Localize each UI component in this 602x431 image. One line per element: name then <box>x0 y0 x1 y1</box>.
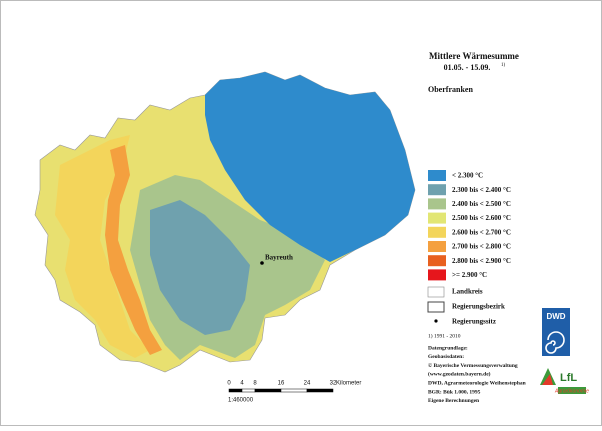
landkreis-swatch <box>427 286 445 298</box>
city-marker <box>260 261 264 265</box>
legend-swatch <box>428 255 446 267</box>
legend-label: 2.600 bis < 2.700 °C <box>452 228 511 236</box>
scale-ratio: 1:460000 <box>228 398 254 404</box>
lfl-leaf <box>542 374 553 385</box>
city-label: Bayreuth <box>265 254 293 262</box>
source-line: BGR: Bük 1.000, 1995 <box>428 389 481 395</box>
legend-label: 2.300 bis < 2.400 °C <box>452 186 511 194</box>
legend-label: 2.800 bis < 2.900 °C <box>452 257 511 265</box>
boundary-legend: Landkreis Regierungsbezirk Regierungssit… <box>427 286 505 326</box>
legend-swatch <box>428 212 446 224</box>
source-line: DWD, Agrarmeteorologie Weihenstephan <box>428 380 526 386</box>
sitz-swatch <box>434 319 438 323</box>
lfl-sub: Agrarökonomie <box>554 388 589 394</box>
hot-zone <box>105 145 162 355</box>
legend-label: 2.400 bis < 2.500 °C <box>452 200 511 208</box>
legend-swatch <box>428 226 446 238</box>
legend-swatch <box>428 241 446 252</box>
source-line: Geobasisdaten: <box>428 354 464 360</box>
map-title: Mittlere Wärmesumme <box>429 51 519 61</box>
sources: Datengrundlage: Geobasisdaten: © Bayerisch… <box>428 345 526 404</box>
footnote: 1) 1991 - 2010 <box>428 332 461 339</box>
legend-swatch <box>428 170 446 181</box>
scale-segment <box>254 388 282 393</box>
map: Bayreuth <box>34 71 416 373</box>
source-line: © Bayerische Vermessungsverwaltung <box>428 362 518 369</box>
legend-label: >= 2.900 °C <box>452 271 487 279</box>
dwd-text: DWD <box>546 312 565 321</box>
scale-tick-label: 32 <box>330 381 337 387</box>
scale-tick-label: 8 <box>253 381 257 387</box>
map-subtitle: 01.05. - 15.09. <box>444 63 491 72</box>
legend-swatch <box>428 198 446 210</box>
lfl-logo: LfL Agrarökonomie <box>540 368 589 394</box>
dwd-logo: DWD <box>542 308 570 356</box>
region-label: Oberfranken <box>428 85 473 94</box>
source-line: (www.geodaten.bayern.de) <box>428 371 491 378</box>
legend-label: 2.700 bis < 2.800 °C <box>452 243 511 251</box>
legend-label: 2.500 bis < 2.600 °C <box>452 214 511 222</box>
scale-segment <box>306 388 334 393</box>
scale-tick-label: 24 <box>304 381 311 387</box>
scale-unit: Kilometer <box>336 381 361 387</box>
scale-segment <box>241 388 256 393</box>
boundary-label: Landkreis <box>452 288 483 296</box>
dwd-swirl <box>545 331 565 354</box>
legend-swatch <box>428 269 446 281</box>
scale-segment <box>228 388 243 393</box>
bezirk-swatch <box>427 301 445 313</box>
scale-tick-label: 16 <box>278 381 285 387</box>
scale-tick-label: 0 <box>227 381 231 387</box>
lfl-leaf <box>540 368 556 385</box>
scale-segment <box>280 388 308 393</box>
warm-zone <box>55 135 150 358</box>
legend-label: < 2.300 °C <box>452 172 483 180</box>
legend-swatch <box>428 184 446 196</box>
source-line: Datengrundlage: <box>428 345 468 351</box>
subtitle-note: 1) <box>501 63 506 68</box>
boundary-label: Regierungsbezirk <box>452 303 505 311</box>
scale-tick-label: 4 <box>240 381 244 387</box>
source-line: Eigene Berechnungen <box>428 398 479 404</box>
lfl-band <box>558 387 586 394</box>
lfl-text: LfL <box>560 372 577 384</box>
legend: < 2.300 °C 2.300 bis < 2.400 °C 2.400 bis … <box>428 170 511 281</box>
cold-zone <box>205 72 415 262</box>
cooler-zone <box>150 200 250 335</box>
scale-bar: 0 4 8 16 24 32 Kilometer 1:460000 <box>227 381 361 404</box>
boundary-label: Regierungssitz <box>452 318 496 326</box>
